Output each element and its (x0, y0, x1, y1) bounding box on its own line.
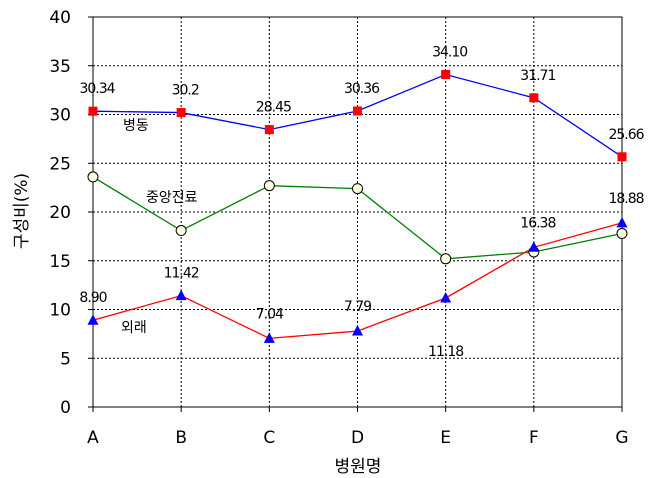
series-name-label: 외래 (121, 320, 147, 336)
data-label: 30.34 (79, 81, 115, 97)
y-tick-label: 40 (49, 8, 71, 28)
tick-labels: 0 5 10 15 20 25 30 35 40 A B C D E F G (49, 8, 628, 448)
x-tick-label: C (263, 428, 275, 448)
x-tick-label: D (351, 428, 364, 448)
data-point-circle (87, 171, 99, 183)
y-tick-label: 30 (49, 106, 71, 126)
data-point-triangle (175, 289, 187, 301)
data-point-square (529, 93, 539, 103)
data-label: 28.45 (256, 100, 291, 116)
y-tick-label: 0 (60, 398, 71, 418)
data-label: 7.79 (344, 299, 371, 315)
series-name-label: 중앙진료 (146, 190, 198, 206)
data-label: 18.88 (608, 191, 643, 207)
x-tick-label: A (87, 428, 99, 448)
data-labels-layer: 30.34 30.2 28.45 30.36 34.10 31.71 25.66 병동중앙진료… (79, 45, 645, 360)
data-label: 34.10 (432, 45, 467, 61)
data-point-circle (263, 180, 275, 192)
data-point-square (441, 70, 451, 80)
y-tick-label: 5 (60, 349, 71, 369)
data-label: 11.18 (428, 344, 463, 360)
y-axis-title: 구성비(%) (12, 173, 32, 249)
series-name-label: 병동 (123, 118, 149, 134)
data-label: 7.04 (256, 306, 284, 322)
data-point-triangle (440, 291, 452, 303)
data-point-circle (352, 183, 363, 195)
data-point-triangle (616, 216, 628, 228)
data-point-circle (175, 225, 187, 237)
x-tick-label: B (175, 428, 187, 448)
data-point-square (176, 108, 186, 118)
x-tick-label: G (615, 428, 628, 448)
data-label: 30.2 (172, 83, 199, 99)
data-point-circle (440, 253, 452, 265)
data-point-square (88, 106, 98, 116)
data-label: 30.36 (344, 81, 380, 97)
x-axis-title: 병원명 (335, 457, 382, 477)
axes (88, 16, 623, 412)
data-label: 8.90 (79, 290, 106, 306)
y-tick-label: 15 (49, 252, 71, 272)
data-label: 25.66 (608, 127, 644, 143)
x-tick-label: E (440, 428, 451, 448)
data-point-square (617, 152, 627, 162)
y-tick-label: 35 (49, 57, 71, 77)
data-label: 31.71 (520, 68, 555, 84)
data-point-circle (616, 227, 628, 239)
data-point-triangle (528, 241, 540, 252)
y-tick-label: 25 (49, 154, 71, 174)
data-point-triangle (352, 325, 363, 336)
data-point-square (353, 106, 362, 116)
y-tick-label: 20 (49, 203, 71, 223)
data-point-square (264, 125, 274, 135)
x-tick-label: F (529, 428, 539, 448)
y-tick-label: 10 (49, 301, 71, 321)
data-point-triangle (263, 332, 275, 343)
data-label: 11.42 (164, 266, 199, 282)
series-layer (87, 70, 628, 343)
data-point-triangle (87, 314, 99, 325)
data-label: 16.38 (520, 215, 555, 231)
